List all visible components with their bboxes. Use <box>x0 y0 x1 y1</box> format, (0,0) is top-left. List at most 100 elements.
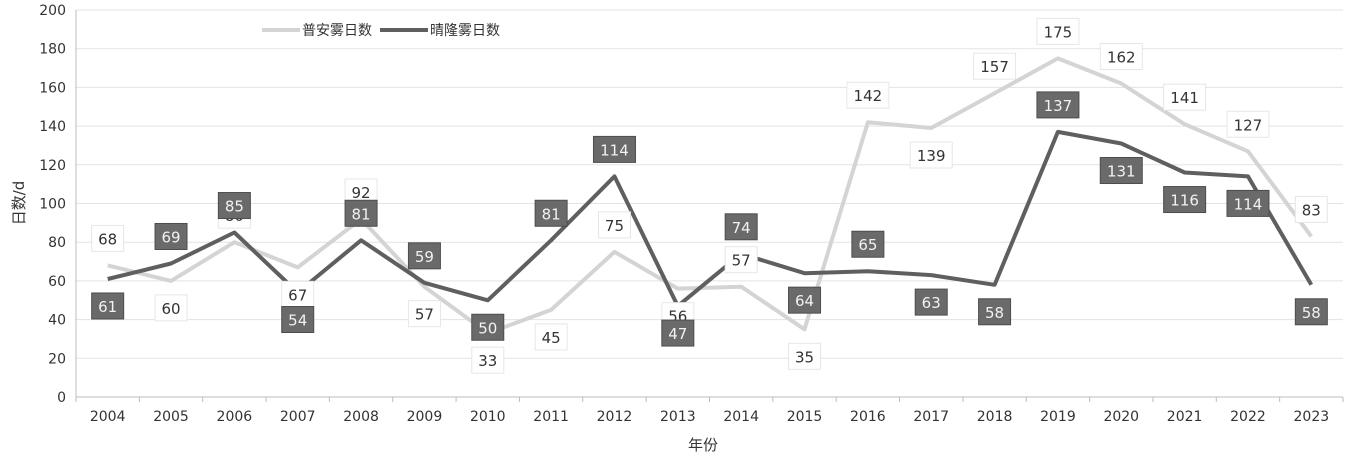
data-label: 57 <box>724 246 758 274</box>
data-label-text: 45 <box>542 329 561 347</box>
y-tick-label: 20 <box>48 351 66 367</box>
data-labels: 6860806792573345755657351421391571751621… <box>91 17 1328 374</box>
data-label-text: 141 <box>1170 89 1199 107</box>
data-label-box <box>154 222 188 250</box>
legend-label-puan: 普安雾日数 <box>302 23 372 39</box>
x-tick-label: 2006 <box>217 409 253 425</box>
data-label-text: 162 <box>1107 49 1136 67</box>
data-label: 50 <box>471 313 505 341</box>
x-tick-label: 2022 <box>1230 409 1266 425</box>
y-tick-label: 40 <box>48 313 66 329</box>
data-label: 47 <box>661 319 695 347</box>
data-label-box <box>217 192 251 220</box>
data-label: 85 <box>217 192 251 220</box>
x-tick-label: 2021 <box>1167 409 1203 425</box>
data-label-box <box>846 81 890 109</box>
x-tick-label: 2007 <box>280 409 316 425</box>
data-label-text: 137 <box>1044 97 1073 115</box>
x-tick-label: 2008 <box>343 409 379 425</box>
data-label-text: 81 <box>542 205 561 223</box>
data-label: 114 <box>1226 189 1270 217</box>
series-line-puan <box>107 56 1313 336</box>
data-label-box <box>281 280 315 308</box>
data-label-text: 142 <box>854 87 883 105</box>
data-label: 142 <box>846 81 890 109</box>
data-label: 54 <box>281 306 315 334</box>
data-label-text: 92 <box>352 184 371 202</box>
y-tick-label: 0 <box>57 390 66 406</box>
x-axis-title: 年份 <box>688 436 718 454</box>
data-label-text: 81 <box>352 205 371 223</box>
x-tick-label: 2013 <box>660 409 696 425</box>
data-label-text: 157 <box>980 58 1009 76</box>
y-tick-label: 200 <box>39 3 66 19</box>
data-label: 63 <box>914 288 948 316</box>
data-label-box <box>154 294 188 322</box>
x-tick-label: 2023 <box>1294 409 1330 425</box>
data-label-box <box>661 319 695 347</box>
y-tick-label: 80 <box>48 235 66 251</box>
data-label-text: 50 <box>478 319 497 337</box>
x-tick-label: 2016 <box>850 409 886 425</box>
x-tick-label: 2018 <box>977 409 1013 425</box>
data-label-box <box>788 342 822 370</box>
data-label-text: 65 <box>858 236 877 254</box>
data-label: 175 <box>1036 17 1080 45</box>
data-label: 81 <box>344 199 378 227</box>
data-label-text: 63 <box>922 294 941 312</box>
data-label: 61 <box>91 292 125 320</box>
data-label: 131 <box>1099 157 1143 185</box>
x-tick-label: 2009 <box>407 409 443 425</box>
data-label-text: 60 <box>161 300 180 318</box>
data-label-box <box>407 300 441 328</box>
data-label: 141 <box>1163 83 1207 111</box>
data-label: 69 <box>154 222 188 250</box>
x-tick-label: 2017 <box>913 409 949 425</box>
data-label-box <box>1226 110 1270 138</box>
data-label-box <box>724 246 758 274</box>
legend: 普安雾日数 晴隆雾日数 <box>262 23 500 39</box>
data-label-text: 85 <box>225 198 244 216</box>
data-label-text: 58 <box>1302 304 1321 322</box>
data-label-box <box>471 346 505 374</box>
data-label-text: 57 <box>415 306 434 324</box>
data-label-text: 61 <box>98 298 117 316</box>
y-tick-label: 160 <box>39 80 66 96</box>
data-label-text: 57 <box>732 252 751 270</box>
data-label-text: 58 <box>985 304 1004 322</box>
data-label-box <box>1099 43 1143 71</box>
data-label: 137 <box>1036 91 1080 119</box>
x-tick-label: 2005 <box>153 409 189 425</box>
data-label: 81 <box>534 199 568 227</box>
data-label: 65 <box>851 230 885 258</box>
data-label-text: 127 <box>1234 116 1263 134</box>
data-label-box <box>1226 189 1270 217</box>
data-label: 157 <box>973 52 1017 80</box>
data-label-text: 116 <box>1170 192 1199 210</box>
x-tick-label: 2011 <box>533 409 569 425</box>
data-label: 162 <box>1099 43 1143 71</box>
data-label-text: 139 <box>917 147 946 165</box>
data-label-box <box>914 288 948 316</box>
data-label-box <box>1099 157 1143 185</box>
data-label-box <box>1294 298 1328 326</box>
y-tick-label: 180 <box>39 42 66 58</box>
data-label-text: 59 <box>415 248 434 266</box>
data-label: 57 <box>407 300 441 328</box>
data-label-text: 68 <box>98 230 117 248</box>
legend-label-qinglong: 晴隆雾日数 <box>430 23 500 39</box>
data-label-box <box>91 224 125 252</box>
data-label-text: 35 <box>795 348 814 366</box>
data-label-text: 54 <box>288 312 307 330</box>
data-label: 114 <box>592 135 636 163</box>
data-label: 33 <box>471 346 505 374</box>
data-label-text: 175 <box>1044 23 1073 41</box>
data-label-text: 67 <box>288 286 307 304</box>
y-axis-title: 日数/d <box>10 181 28 226</box>
x-tick-label: 2004 <box>90 409 126 425</box>
data-label-box <box>592 135 636 163</box>
data-label-box <box>724 213 758 241</box>
y-tick-label: 60 <box>48 274 66 290</box>
data-label-box <box>1036 17 1080 45</box>
